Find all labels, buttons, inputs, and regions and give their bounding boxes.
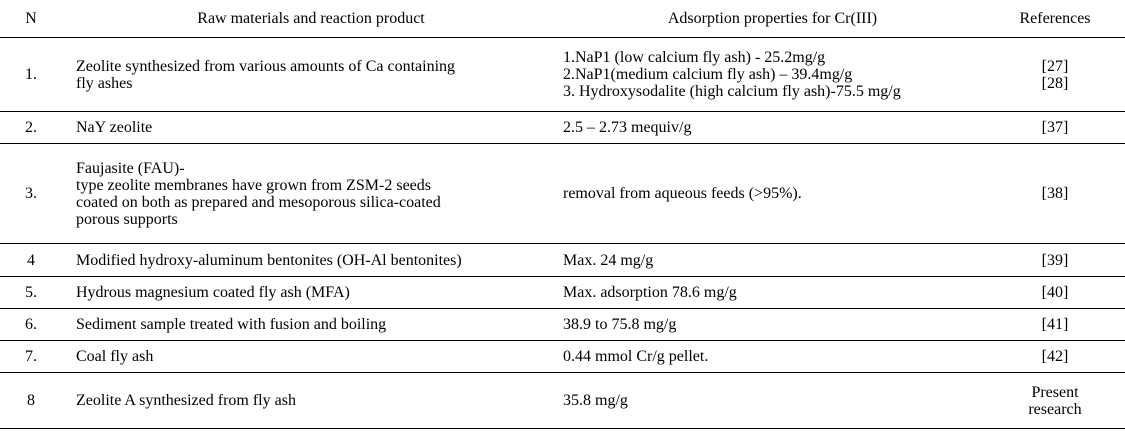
cell-line: [40] [1041,284,1069,301]
table-cell: Coal fly ash [62,340,560,373]
cell-line: 3. [25,185,37,202]
cell-line: 1.NaP1 (low calcium fly ash) - 25.2mg/g [563,49,826,66]
table-cell: [37] [985,111,1125,144]
table-cell: [40] [985,276,1125,309]
cell-line: [42] [1041,348,1069,365]
cell-line: research [1028,400,1082,418]
table-row: 6. Sediment sample treated with fusion an… [0,308,1125,341]
table-cell: 6. [0,308,62,341]
table-row: 1. Zeolite synthesized from various amoun… [0,37,1125,112]
cell-line: Coal fly ash [76,348,154,365]
cell-line: 3. Hydroxysodalite (high calcium fly ash… [563,83,901,100]
table-cell: Max. adsorption 78.6 mg/g [560,276,985,309]
table-cell: [27] [28] [985,37,1125,112]
table-row: 3. Faujasite (FAU)- type zeolite membranes… [0,143,1125,244]
cell-line: 4 [27,251,35,269]
table-cell: [39] [985,243,1125,277]
cell-line: Max. adsorption 78.6 mg/g [563,284,737,301]
cell-line: 35.8 mg/g [563,392,628,409]
cell-line: NaY zeolite [76,119,153,136]
cell-line: 2.5 – 2.73 mequiv/g [563,119,692,136]
table-cell: Zeolite synthesized from various amounts… [62,37,560,112]
table-body: 1. Zeolite synthesized from various amoun… [0,37,1125,429]
cell-line: [28] [1041,74,1069,92]
table-cell: Faujasite (FAU)- type zeolite membranes h… [62,143,560,244]
table-cell: [38] [985,143,1125,244]
cell-line: coated on both as prepared and mesoporou… [76,193,441,211]
cell-line: 5. [25,284,37,301]
table-cell: Hydrous magnesium coated fly ash (MFA) [62,276,560,309]
table-cell: Zeolite A synthesized from fly ash [62,372,560,429]
cell-line: Present [1031,383,1079,401]
cell-line: Max. 24 mg/g [563,251,654,269]
table-cell: 2.5 – 2.73 mequiv/g [560,111,985,144]
cell-line: Modified hydroxy-aluminum bentonites (OH… [76,251,462,269]
header-row: N Raw materials and reaction product Ads… [0,0,1125,38]
table-cell: 38.9 to 75.8 mg/g [560,308,985,341]
table-cell: Modified hydroxy-aluminum bentonites (OH… [62,243,560,277]
table-cell: 7. [0,340,62,373]
table-cell: 3. [0,143,62,244]
cell-line: 6. [25,316,37,333]
cell-line: [41] [1041,316,1069,333]
table-cell: 2. [0,111,62,144]
cell-line: 8 [27,392,35,409]
cell-line: removal from aqueous feeds (>95%). [563,185,802,202]
cell-line: [39] [1041,251,1069,269]
header-cell: Raw materials and reaction product [62,0,560,38]
table-row: 2. NaY zeolite 2.5 – 2.73 mequiv/g [37] [0,111,1125,144]
cell-line: Sediment sample treated with fusion and … [76,316,387,333]
cell-line: fly ashes [76,74,133,92]
cell-line: Zeolite synthesized from various amounts… [76,57,456,75]
cell-line: 2.NaP1(medium calcium fly ash) – 39.4mg/… [563,66,853,83]
table-cell: 5. [0,276,62,309]
cell-line: Zeolite A synthesized from fly ash [76,392,296,409]
table-cell: NaY zeolite [62,111,560,144]
cell-line: type zeolite membranes have grown from Z… [76,176,432,194]
table-cell: 8 [0,372,62,429]
table-cell: 1.NaP1 (low calcium fly ash) - 25.2mg/g 2… [560,37,985,112]
table-cell: 1. [0,37,62,112]
cell-line: 7. [25,348,37,365]
table-cell: [42] [985,340,1125,373]
cell-line: [37] [1041,119,1069,136]
table-row: 7. Coal fly ash 0.44 mmol Cr/g pellet. [42] [0,340,1125,373]
cell-line: [38] [1041,185,1069,202]
table-cell: Present research [985,372,1125,429]
table-row: 4 Modified hydroxy-aluminum bentonites (O… [0,243,1125,277]
table-cell: Max. 24 mg/g [560,243,985,277]
table-cell: 0.44 mmol Cr/g pellet. [560,340,985,373]
table-cell: 35.8 mg/g [560,372,985,429]
table-cell: Sediment sample treated with fusion and … [62,308,560,341]
table-cell: [41] [985,308,1125,341]
cell-line: [27] [1041,57,1069,75]
cell-line: Hydrous magnesium coated fly ash (MFA) [76,284,350,301]
cell-line: Faujasite (FAU)- [76,159,185,177]
table-cell: removal from aqueous feeds (>95%). [560,143,985,244]
cell-line: 38.9 to 75.8 mg/g [563,316,677,333]
cell-line: 1. [25,66,37,83]
cell-line: porous supports [76,210,178,228]
cell-line: 2. [25,119,37,136]
header-cell: Adsorption properties for Cr(III) [560,0,985,38]
table-row: 5. Hydrous magnesium coated fly ash (MFA)… [0,276,1125,309]
table-row: 8 Zeolite A synthesized from fly ash 35.8 … [0,372,1125,429]
table-cell: 4 [0,243,62,277]
cell-line: 0.44 mmol Cr/g pellet. [563,348,709,365]
header-cell: N [0,0,62,38]
header-cell: References [985,0,1125,38]
